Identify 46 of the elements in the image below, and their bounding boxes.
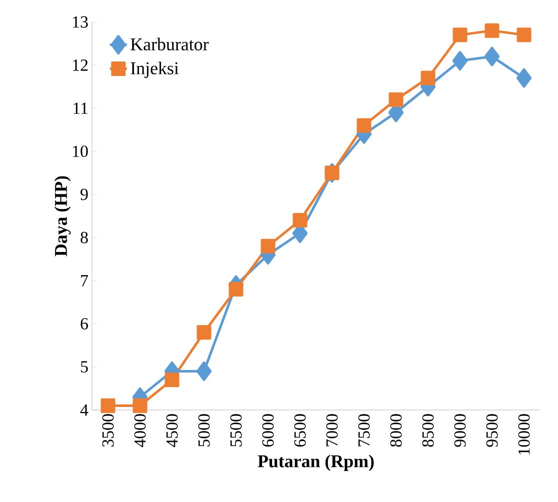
x-tick-label: 8000 [390,414,402,447]
x-tick-label: 6500 [294,414,306,447]
x-axis-title: Putaran (Rpm) [258,454,374,471]
legend-label: Injeksi [130,62,179,78]
x-tick-label: 4000 [134,414,146,448]
point [484,23,500,38]
y-tick-label: 9 [80,188,88,200]
point [228,282,244,297]
y-tick-label: 10 [73,146,88,158]
point [516,28,532,42]
y-tick-label: 4 [80,404,88,416]
y-axis-title: Daya (HP) [54,176,71,256]
point [420,70,436,86]
point [516,68,532,88]
point [356,118,372,133]
point [452,51,468,71]
x-tick-label: 7000 [326,414,338,446]
y-tick-label: 5 [80,361,88,373]
x-tick-label: 4500 [166,414,178,448]
point [452,28,468,42]
point [324,166,340,180]
y-tick-label: 12 [73,60,88,71]
y-tick-label: 8 [80,232,88,244]
point [196,361,212,381]
x-tick-label: 5000 [198,414,210,446]
x-tick-label: 5500 [230,414,242,446]
x-tick-label: 3500 [102,414,114,447]
point [164,372,180,388]
legend-label: Karburator [130,38,209,50]
y-tick-label: 11 [74,102,88,114]
point [292,213,308,228]
point [196,325,212,340]
point [484,46,500,66]
x-tick-label: 9000 [454,414,466,447]
y-tick-label: 6 [80,318,88,330]
point [260,238,276,254]
x-tick-label: 7500 [358,414,370,446]
point [132,398,148,413]
point [388,92,404,107]
point [100,398,116,413]
x-tick-label: 8500 [422,414,434,447]
x-tick-label: 6000 [262,414,274,447]
y-tick-label: 13 [73,16,88,28]
x-tick-label: 10000 [518,414,530,454]
y-tick-label: 7 [81,275,88,286]
x-tick-label: 9500 [486,414,498,447]
